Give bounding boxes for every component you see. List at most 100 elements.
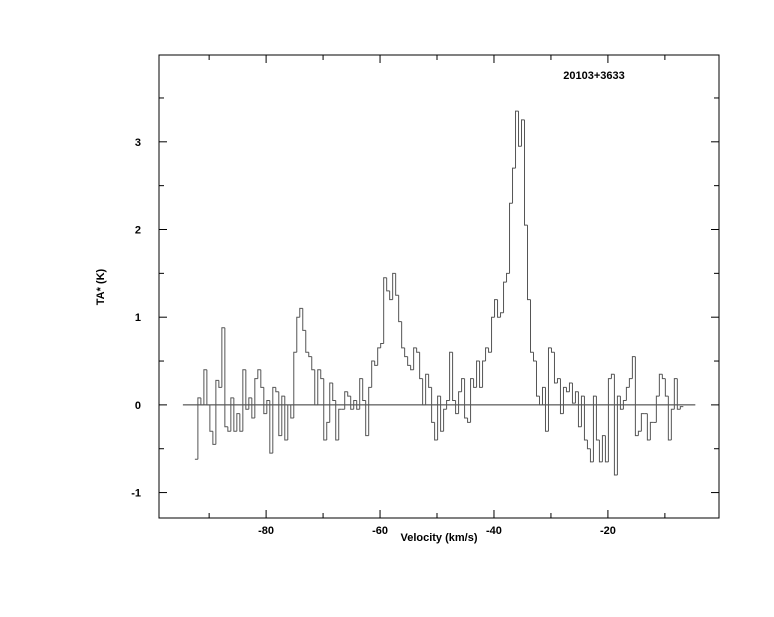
spectrum-channel [440,396,444,432]
spectrum-channel [398,295,402,323]
spectrum-channel [452,352,456,401]
spectrum-channel [494,299,498,318]
spectrum-channel [679,406,684,410]
spectrum-channel [485,347,489,362]
spectrum-channel [658,373,663,397]
spectrum-channel [269,400,273,454]
spectrum-channel [550,347,555,353]
spectrum-channel [218,380,222,388]
spectrum-channel [221,327,225,388]
spectrum-channel [655,395,660,423]
spectrum-channel [305,330,309,353]
spectrum-channel [625,386,630,401]
spectrum-channel [628,378,633,388]
spectrum-channel [640,413,645,432]
spectrum-channel [212,431,216,445]
y-tick-label: -1 [131,488,141,500]
spectrum-channel [455,400,459,415]
spectrum-channel [664,378,669,397]
spectrum-channel [571,382,576,404]
spectrum-channel [622,399,627,410]
spectrum-channel [592,395,597,462]
spectrum-channel [598,439,603,463]
spectrum-channel [227,426,231,432]
spectrum-channel [577,391,582,428]
spectrum-channel [544,387,549,432]
spectrum-channel [200,397,204,406]
spectrum-channel [245,369,249,410]
spectrum-channel [197,397,201,460]
spectrum-channel [649,421,654,440]
spectrum-channel [512,167,516,204]
x-tick-labels: -80 -60 -40 -20 [258,525,616,537]
spectrum-channel [311,356,315,371]
spectrum-channel [287,404,291,440]
spectrum-channel [413,347,417,370]
spectrum-channel [556,378,561,383]
spectrum-channel [272,386,276,454]
spectrum-channel [233,397,237,432]
spectrum-channel [428,374,432,388]
spectrum-channel [257,369,261,379]
spectrum-channel [338,408,342,440]
spectrum-channel [434,422,438,441]
x-tick-label: -20 [600,525,616,537]
spectrum-channel [547,347,552,432]
spectrum-channel [574,391,579,404]
x-tick-label: -40 [486,525,502,537]
spectrum-channel [491,316,495,353]
spectrum-channel [362,378,366,401]
spectrum-channel [476,360,480,388]
y-tick-label: 1 [135,312,141,324]
spectrum-channel [383,277,387,344]
spectrum-channel [410,365,414,371]
spectrum-channel [553,352,558,384]
spectrum-channel [329,382,333,423]
spectrum-channel [392,272,396,300]
spectrum-channel [461,378,465,392]
spectrum-trace [194,110,684,476]
spectrum-channel [266,399,270,414]
spectrum-channel [242,369,246,432]
spectrum-channel [601,435,606,462]
axis-ticks [159,55,719,518]
spectrum-channel [263,387,267,415]
spectrum-channel [458,391,462,414]
spectrum-channel [371,360,375,388]
spectrum-channel [464,378,468,419]
spectrum-channel [296,316,300,353]
spectrum-channel [284,396,288,441]
spectrum-channel [356,400,360,410]
spectrum-channel [580,395,585,427]
spectrum-channel [374,361,378,366]
spectrum-channel [568,382,573,392]
spectrum-channel [667,396,672,441]
spectrum-channel [535,361,540,397]
y-tick-label: 3 [135,137,141,149]
spectrum-channel [335,400,339,441]
spectrum-channel [673,378,678,410]
x-tick-label: -60 [372,525,388,537]
spectrum-channel [565,387,570,393]
spectrum-channel [637,430,642,436]
spectrum-channel [646,413,651,441]
spectrum-channel [676,378,681,410]
spectrum-channel [604,435,609,463]
x-tick-label: -80 [258,525,274,537]
spectrum-channel [275,387,279,393]
spectrum-channel [359,378,363,410]
spectrum-channel [619,396,624,410]
spectrum-channel [538,396,543,406]
spectrum-channel [532,352,537,362]
spectrum-channel [506,272,510,283]
spectrum-channel [344,391,348,410]
spectrum-channel [317,369,321,405]
spectrum-channel [473,378,477,388]
spectrum-channel [607,378,612,462]
spectrum-channel [541,386,546,405]
spectrum-channel [203,369,207,405]
spectrum-channel [661,374,666,380]
spectrum-channel [368,386,372,436]
y-tick-label: 0 [135,400,141,412]
spectrum-channel [320,369,324,380]
